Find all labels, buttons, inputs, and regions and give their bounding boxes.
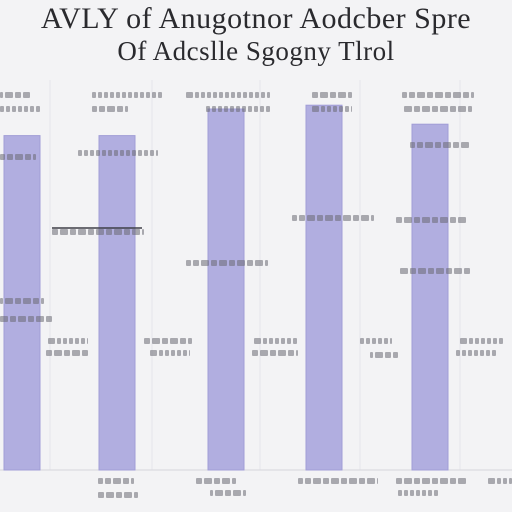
decorative-label-13 <box>52 229 144 235</box>
decorative-labels <box>0 92 512 498</box>
decorative-label-10 <box>0 154 36 160</box>
decorative-label-30 <box>98 478 134 484</box>
decorative-label-28 <box>370 352 398 358</box>
decorative-label-2 <box>186 92 270 98</box>
decorative-label-36 <box>210 490 246 496</box>
decorative-label-37 <box>398 490 438 496</box>
decorative-label-20 <box>48 338 88 344</box>
decorative-label-6 <box>92 106 128 112</box>
decorative-label-25 <box>46 350 88 356</box>
decorative-label-18 <box>0 298 44 304</box>
decorative-label-11 <box>78 150 158 156</box>
decorative-label-15 <box>396 217 466 223</box>
decorative-label-0 <box>0 92 30 98</box>
bars <box>3 104 449 471</box>
decorative-label-33 <box>396 478 466 484</box>
chart-title-line-2: Of Adcslle Sgogny Tlrol <box>117 36 395 66</box>
decorative-label-32 <box>298 478 378 484</box>
decorative-label-7 <box>206 106 270 112</box>
decorative-label-5 <box>0 106 40 112</box>
decorative-label-3 <box>312 92 352 98</box>
decorative-label-29 <box>456 350 496 356</box>
bar-1 <box>98 135 136 471</box>
chart-title-line-1: AVLY of Anugotnor Aodcber Spre <box>40 2 472 35</box>
decorative-label-27 <box>252 350 298 356</box>
bar-4 <box>411 123 449 471</box>
decorative-label-26 <box>150 350 190 356</box>
decorative-label-17 <box>400 268 470 274</box>
decorative-label-1 <box>92 92 162 98</box>
decorative-label-12 <box>410 142 469 148</box>
decorative-label-24 <box>460 338 503 344</box>
decorative-label-9 <box>404 106 472 112</box>
bar-2 <box>207 108 245 471</box>
decorative-label-4 <box>402 92 474 98</box>
decorative-label-34 <box>488 478 512 484</box>
decorative-label-23 <box>360 338 392 344</box>
decorative-label-16 <box>186 260 268 266</box>
decorative-label-19 <box>0 316 52 322</box>
bar-3 <box>305 104 343 471</box>
decorative-label-14 <box>292 215 374 221</box>
decorative-label-35 <box>98 492 138 498</box>
decorative-label-21 <box>144 338 192 344</box>
decorative-label-22 <box>254 338 297 344</box>
decorative-label-8 <box>312 106 352 112</box>
decorative-label-31 <box>196 478 236 484</box>
